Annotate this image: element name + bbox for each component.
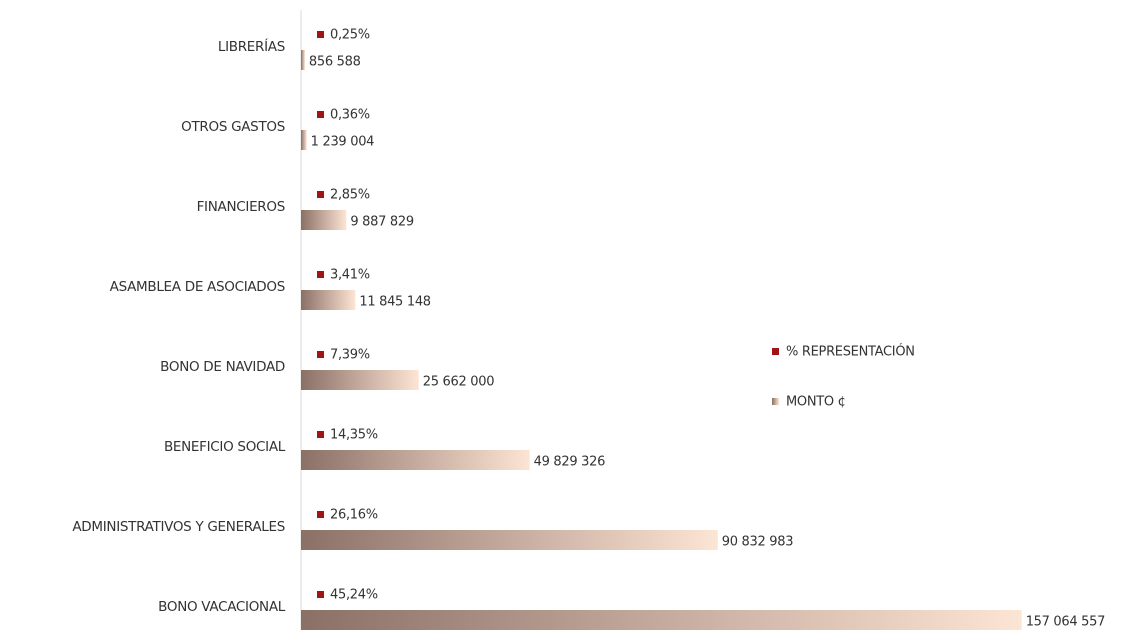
data-label: 1 239 004 bbox=[311, 135, 374, 150]
data-label: 157 064 557 bbox=[1026, 615, 1105, 630]
bar bbox=[301, 530, 718, 550]
data-label: 11 845 148 bbox=[359, 295, 430, 310]
category-label: LIBRERÍAS bbox=[218, 38, 285, 55]
data-label: 14,35% bbox=[330, 428, 378, 443]
label-key bbox=[317, 351, 325, 358]
bar bbox=[301, 130, 307, 150]
category-label: BONO DE NAVIDAD bbox=[160, 359, 285, 375]
legend-key bbox=[772, 398, 779, 405]
data-label: 25 662 000 bbox=[423, 375, 494, 390]
legend-label: % REPRESENTACIÓN bbox=[786, 344, 915, 360]
label-key bbox=[317, 31, 324, 38]
category-label: BENEFICIO SOCIAL bbox=[164, 439, 286, 455]
legend-label: MONTO ¢ bbox=[786, 395, 846, 410]
data-label: 0,36% bbox=[330, 108, 370, 123]
bar bbox=[301, 210, 347, 230]
data-label: 856 588 bbox=[309, 55, 361, 70]
data-label: 49 829 326 bbox=[534, 455, 605, 470]
category-label: ASAMBLEA DE ASOCIADOS bbox=[110, 279, 285, 295]
bar bbox=[301, 50, 305, 70]
data-label: 2,85% bbox=[330, 188, 370, 203]
data-label: 26,16% bbox=[330, 508, 378, 523]
data-label: 9 887 829 bbox=[350, 215, 413, 230]
data-label: 3,41% bbox=[330, 268, 370, 283]
label-key bbox=[317, 271, 325, 278]
legend-key bbox=[772, 348, 779, 355]
data-label: 0,25% bbox=[330, 28, 370, 43]
category-label: BONO VACACIONAL bbox=[158, 599, 286, 615]
bar bbox=[301, 610, 1022, 630]
category-label: OTROS GASTOS bbox=[181, 119, 285, 135]
data-label: 7,39% bbox=[330, 348, 370, 363]
category-label: FINANCIEROS bbox=[197, 199, 285, 215]
bar bbox=[301, 290, 356, 310]
data-label: 90 832 983 bbox=[722, 535, 793, 550]
label-key bbox=[317, 191, 324, 198]
data-label: 45,24% bbox=[330, 588, 378, 603]
label-key bbox=[317, 111, 324, 118]
label-key bbox=[317, 511, 325, 518]
bar bbox=[301, 370, 419, 390]
label-key bbox=[317, 591, 325, 598]
bar bbox=[301, 450, 530, 470]
label-key bbox=[317, 431, 325, 438]
category-label: ADMINISTRATIVOS Y GENERALES bbox=[72, 519, 285, 535]
